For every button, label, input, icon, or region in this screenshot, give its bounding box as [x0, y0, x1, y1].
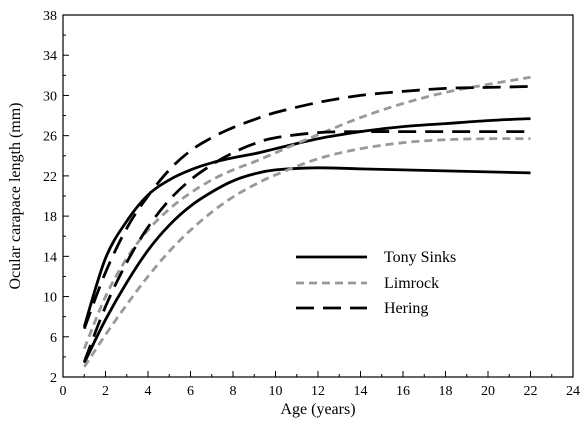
plot-frame: [62, 14, 574, 378]
x-tick-label: 14: [354, 384, 368, 399]
series-line-tony-sinks: [83, 166, 531, 364]
y-tick-label: 2: [50, 371, 57, 386]
axis-ticks: [62, 14, 574, 378]
series-line-tony-sinks: [82, 117, 531, 328]
x-axis-title: Age (years): [280, 401, 355, 418]
series-lines: [82, 75, 531, 368]
x-tick-label: 22: [524, 384, 538, 399]
x-tick-label: 8: [230, 384, 237, 399]
series-line-hering: [82, 130, 531, 363]
x-tick-label: 10: [269, 384, 283, 399]
y-axis-title: Ocular carapace length (mm): [7, 102, 24, 289]
x-tick-label: 24: [566, 384, 580, 399]
x-tick-label: 6: [187, 384, 194, 399]
y-tick-label: 38: [43, 9, 57, 24]
y-tick-label: 14: [43, 250, 57, 265]
x-tick-label: 16: [396, 384, 410, 399]
x-tick-label: 12: [311, 384, 325, 399]
legend-label-tony-sinks: Tony Sinks: [384, 249, 456, 266]
y-tick-label: 30: [43, 89, 57, 104]
y-tick-label: 26: [43, 130, 57, 145]
y-tick-label: 22: [43, 170, 57, 185]
y-tick-label: 6: [50, 331, 57, 346]
legend: Tony Sinks Limrock Hering: [296, 249, 456, 317]
x-tick-label: 2: [102, 384, 109, 399]
x-tick-label: 18: [439, 384, 453, 399]
y-tick-label: 10: [43, 291, 57, 306]
series-line-limrock: [83, 137, 531, 368]
legend-label-hering: Hering: [384, 300, 428, 317]
x-tick-label: 20: [481, 384, 495, 399]
x-tick-label: 0: [60, 384, 67, 399]
series-line-limrock: [83, 75, 531, 350]
x-tick-label: 4: [145, 384, 152, 399]
y-tick-label: 34: [43, 49, 57, 64]
y-tick-label: 18: [43, 210, 57, 225]
legend-label-limrock: Limrock: [384, 275, 439, 292]
